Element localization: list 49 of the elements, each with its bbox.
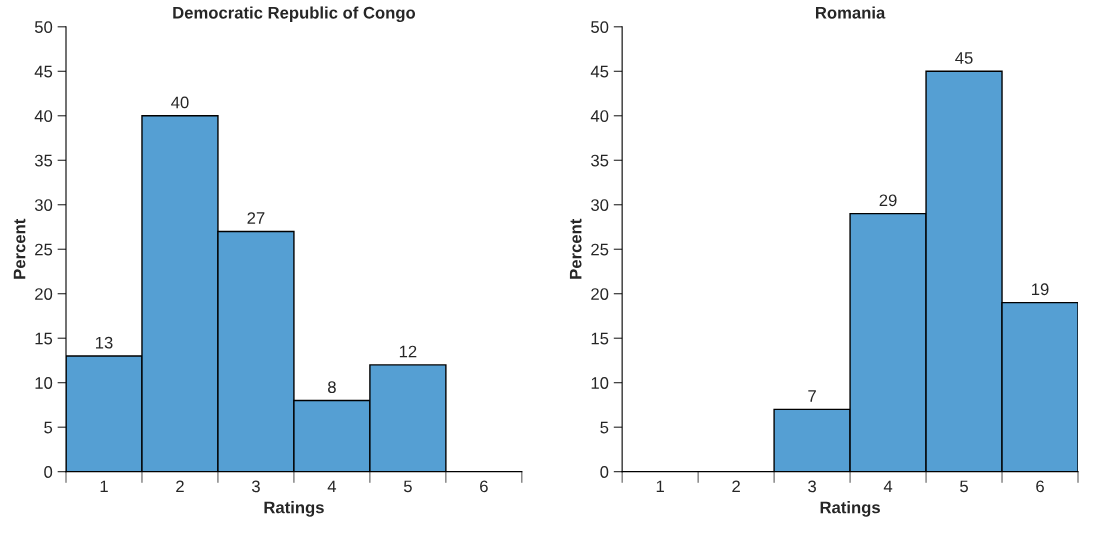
data-label: 40 [171, 96, 189, 109]
chart-title: Romania [816, 6, 886, 19]
y-tick-label: 5 [44, 421, 53, 434]
data-label: 27 [247, 212, 265, 224]
y-tick-label: 15 [591, 332, 609, 345]
y-tick-label: 45 [590, 65, 609, 78]
x-tick-label: 4 [327, 480, 337, 493]
x-axis-title: Ratings [820, 501, 880, 517]
y-axis-title: Percent [13, 218, 26, 279]
x-tick-label: 5 [403, 480, 412, 493]
chart-title: Democratic Republic of Congo [173, 6, 416, 22]
y-tick-label: 10 [35, 377, 53, 389]
y-tick-label: 35 [591, 154, 609, 167]
x-tick-label: 3 [251, 480, 260, 493]
y-tick-label: 0 [44, 466, 53, 478]
x-axis-title: Ratings [264, 501, 324, 517]
data-label: 7 [808, 390, 816, 402]
x-tick-label: 3 [808, 480, 816, 493]
data-label: 8 [328, 381, 336, 394]
y-axis-title: Percent [569, 218, 582, 279]
data-label: 19 [1032, 283, 1049, 296]
y-tick-label: 40 [590, 110, 609, 122]
y-tick-label: 35 [34, 154, 53, 167]
y-tick-label: 50 [34, 21, 53, 33]
data-label: 45 [955, 52, 973, 64]
data-label: 12 [399, 345, 417, 358]
y-tick-label: 0 [600, 466, 609, 478]
x-tick-label: 5 [960, 480, 968, 493]
y-tick-label: 20 [35, 288, 53, 300]
y-tick-label: 15 [35, 332, 53, 345]
y-tick-label: 25 [591, 243, 609, 256]
y-tick-label: 30 [34, 199, 53, 211]
x-tick-label: 2 [176, 480, 184, 493]
x-tick-label: 1 [656, 480, 664, 493]
x-tick-label: 2 [732, 480, 740, 493]
y-tick-label: 10 [591, 377, 609, 389]
data-label: 29 [879, 194, 897, 207]
x-tick-label: 6 [1036, 480, 1044, 493]
x-tick-label: 6 [480, 480, 488, 493]
y-tick-label: 50 [591, 21, 609, 33]
x-tick-label: 1 [100, 480, 108, 493]
data-label: 13 [95, 336, 113, 349]
y-tick-label: 5 [600, 421, 609, 434]
y-tick-label: 30 [591, 199, 609, 211]
x-tick-label: 4 [883, 480, 893, 493]
y-tick-label: 25 [35, 243, 53, 256]
y-tick-label: 40 [34, 110, 53, 122]
y-tick-label: 45 [34, 65, 53, 78]
y-tick-label: 20 [591, 288, 609, 300]
